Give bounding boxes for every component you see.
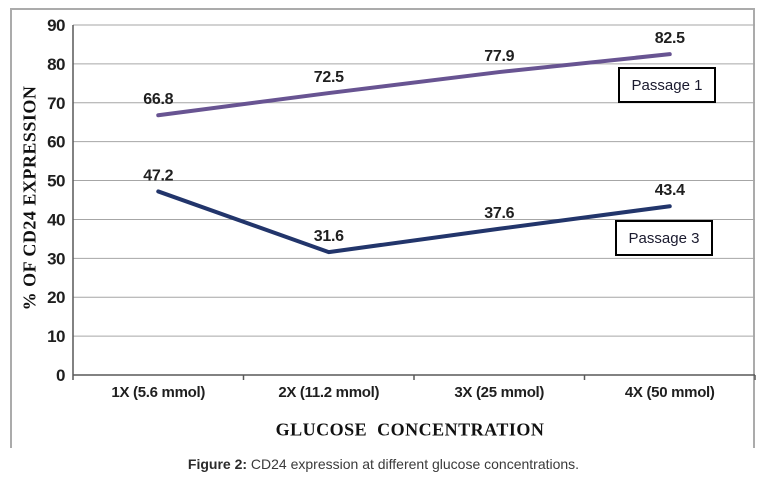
x-tick-label: 1X (5.6 mmol) bbox=[111, 384, 205, 401]
y-tick-label: 10 bbox=[47, 327, 65, 346]
data-label: 47.2 bbox=[143, 167, 173, 184]
figure-caption: Figure 2: CD24 expression at different g… bbox=[0, 456, 767, 472]
legend-passage-3-label: Passage 3 bbox=[628, 229, 700, 247]
y-tick-label: 60 bbox=[47, 133, 65, 152]
y-tick-label: 70 bbox=[47, 94, 65, 113]
x-axis-title: GLUCOSE CONCENTRATION bbox=[275, 419, 545, 440]
y-tick-label: 30 bbox=[47, 249, 65, 268]
figure-caption-prefix: Figure 2: bbox=[187, 456, 248, 472]
y-tick-label: 0 bbox=[56, 366, 65, 385]
data-label: 82.5 bbox=[655, 30, 685, 47]
legend-passage-1-label: Passage 1 bbox=[631, 76, 703, 94]
data-label: 72.5 bbox=[314, 69, 344, 86]
y-tick-label: 40 bbox=[47, 210, 65, 229]
series-line-passage-3 bbox=[156, 189, 672, 255]
y-tick-label: 20 bbox=[47, 288, 65, 307]
y-tick-label: 90 bbox=[47, 16, 65, 35]
x-tick-label: 4X (50 mmol) bbox=[625, 384, 715, 401]
y-axis-title: % OF CD24 EXPRESSION bbox=[19, 85, 40, 311]
data-label: 77.9 bbox=[484, 48, 514, 65]
data-label: 31.6 bbox=[314, 228, 344, 245]
data-label: 43.4 bbox=[655, 182, 685, 199]
legend-passage-3-box: Passage 3 bbox=[615, 220, 713, 256]
x-tick-label: 3X (25 mmol) bbox=[454, 384, 544, 401]
data-label: 66.8 bbox=[143, 91, 173, 108]
y-tick-label: 80 bbox=[47, 55, 65, 74]
x-tick-label: 2X (11.2 mmol) bbox=[278, 384, 379, 401]
series-line-passage-1 bbox=[156, 52, 672, 118]
y-tick-label: 50 bbox=[47, 172, 65, 191]
data-label: 37.6 bbox=[484, 205, 514, 222]
legend-passage-1-box: Passage 1 bbox=[618, 67, 716, 103]
figure-caption-text: CD24 expression at different glucose con… bbox=[250, 456, 580, 472]
